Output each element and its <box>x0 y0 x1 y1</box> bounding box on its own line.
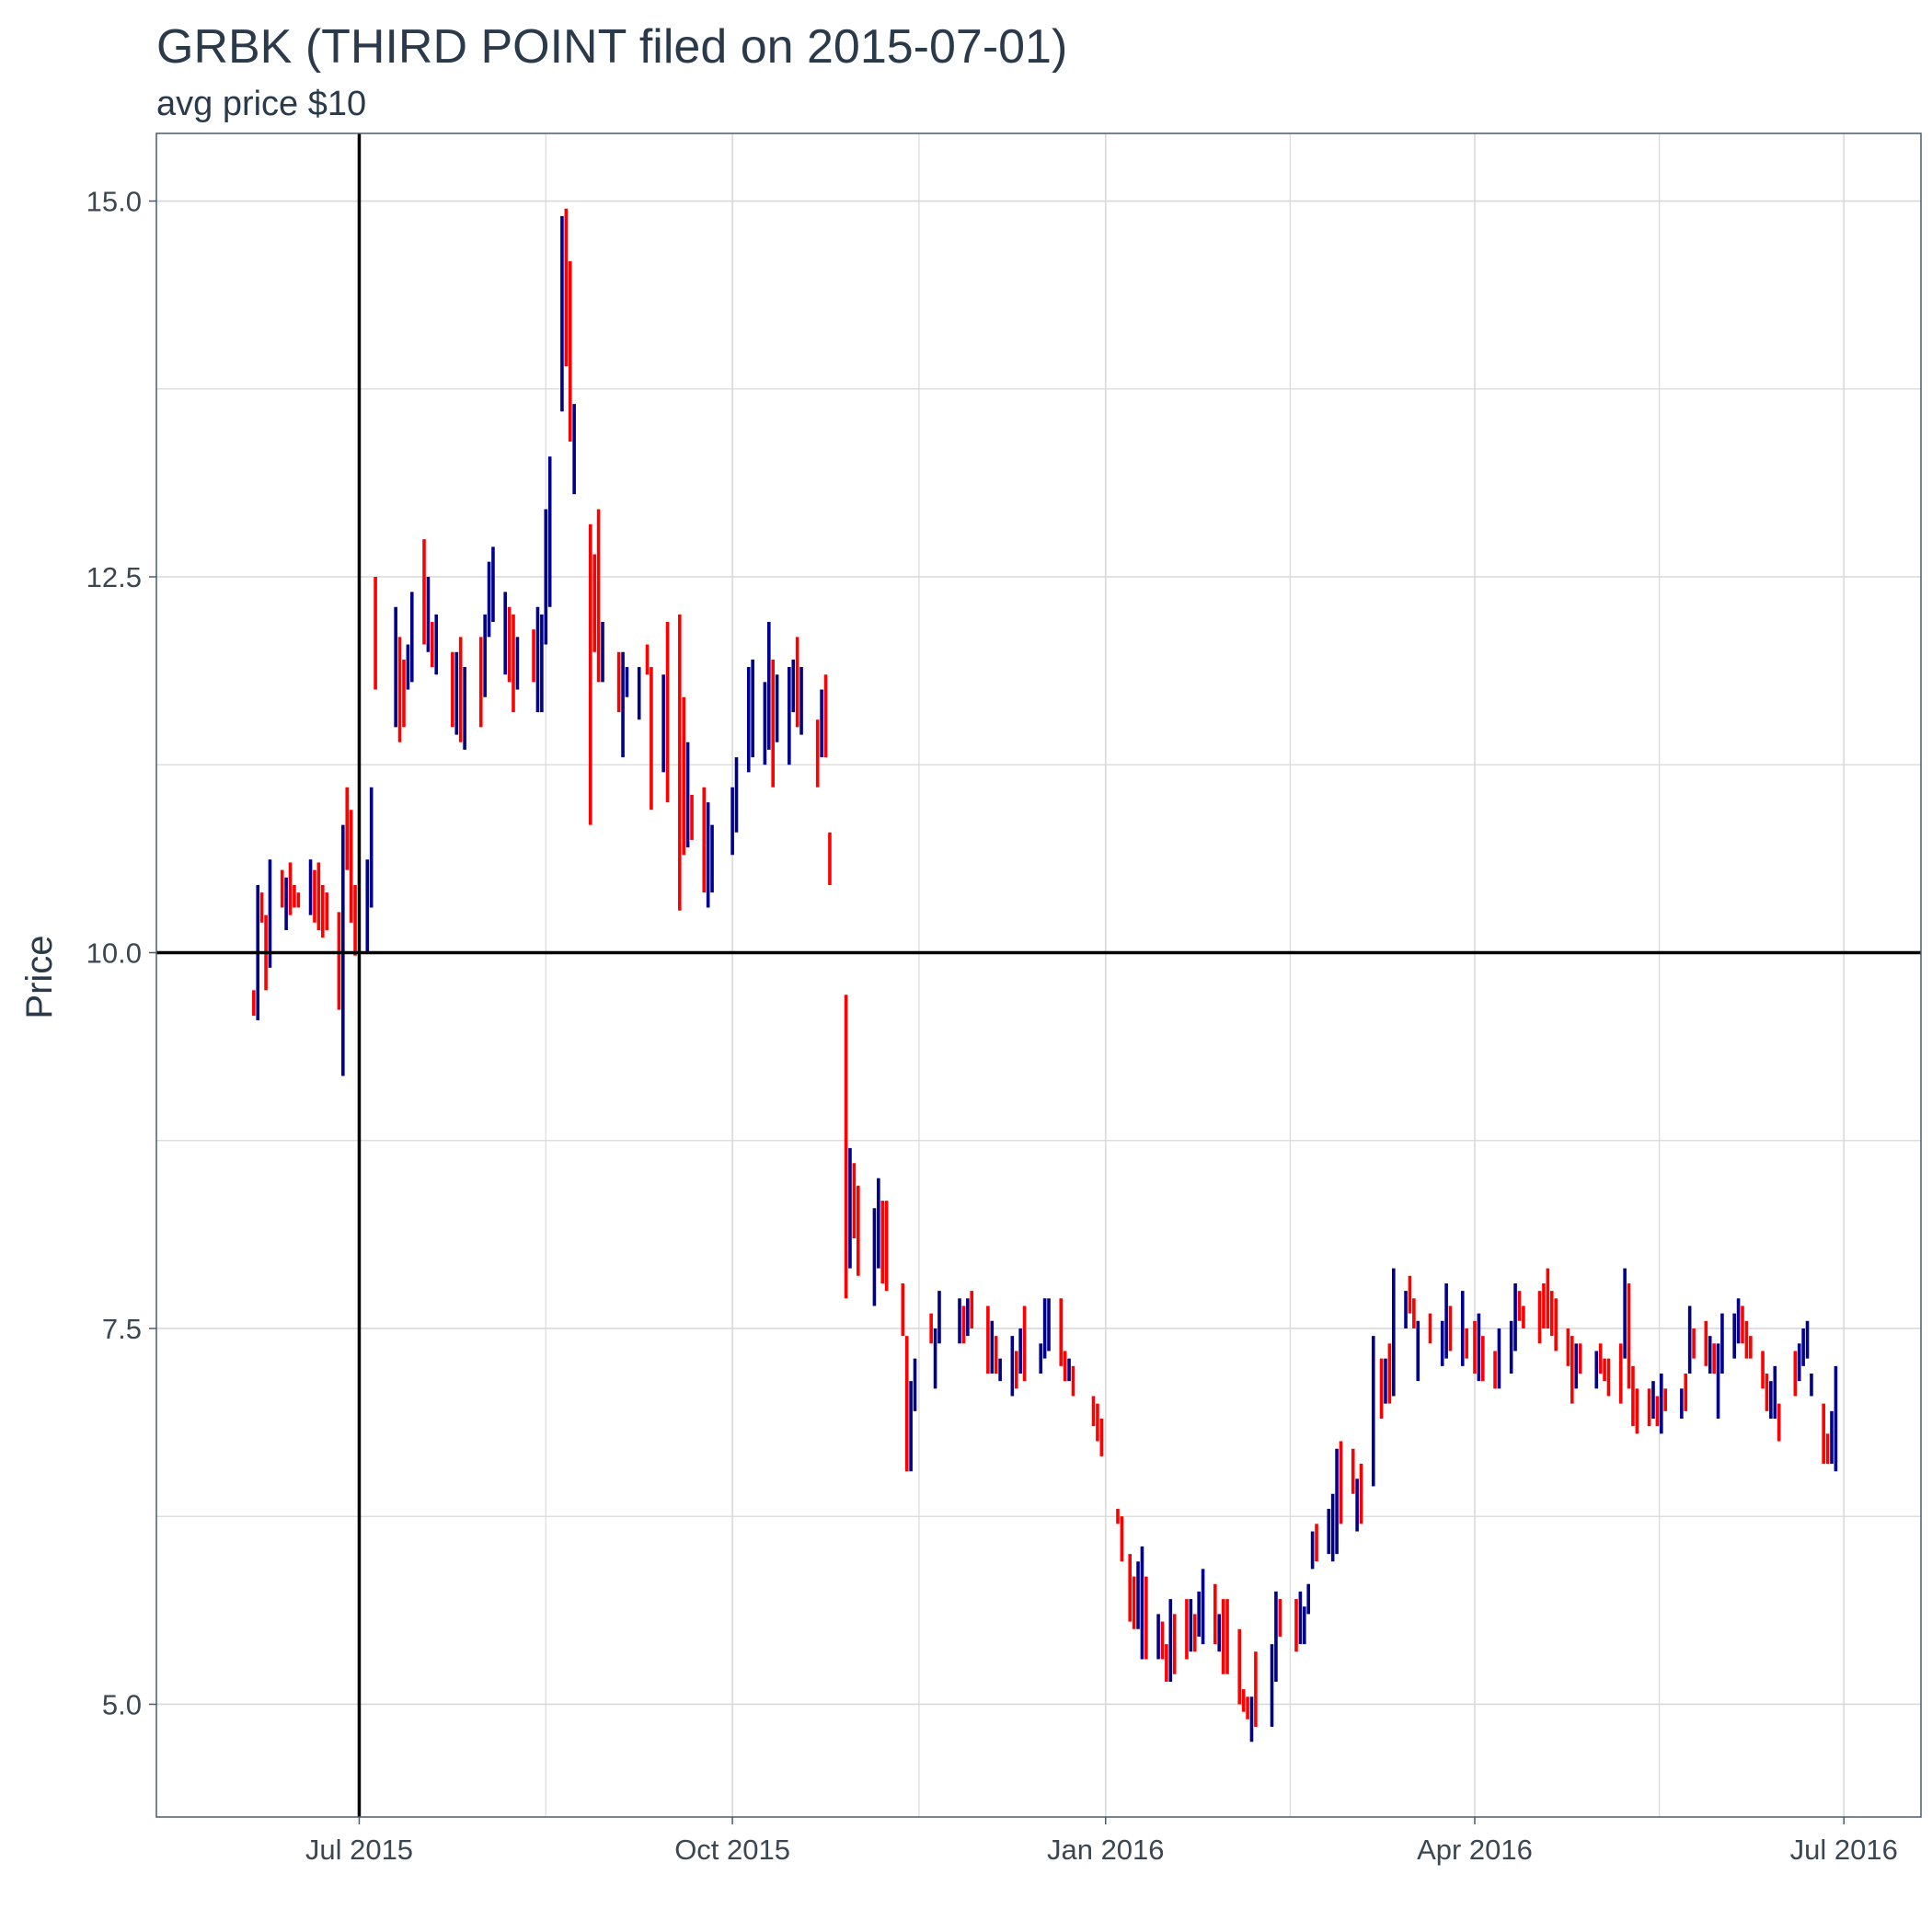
x-tick-label: Jul 2016 <box>1790 1834 1898 1866</box>
y-tick-label: 10.0 <box>86 937 142 969</box>
y-tick-label: 7.5 <box>102 1313 142 1345</box>
reference-lines <box>156 133 1921 1817</box>
x-tick-label: Oct 2015 <box>674 1834 790 1866</box>
y-axis-ticks: 5.0 7.5 10.0 12.5 15.0 <box>86 186 156 1720</box>
x-tick-label: Apr 2016 <box>1417 1834 1533 1866</box>
chart-title: GRBK (THIRD POINT filed on 2015-07-01) <box>156 20 1067 74</box>
x-tick-label: Jul 2015 <box>305 1834 413 1866</box>
x-axis-ticks: Jul 2015 Oct 2015 Jan 2016 Apr 2016 Jul 2016 <box>305 1817 1898 1866</box>
x-tick-label: Jan 2016 <box>1047 1834 1165 1866</box>
price-bars <box>252 208 1838 1742</box>
y-tick-label: 12.5 <box>86 561 142 593</box>
y-tick-label: 5.0 <box>102 1688 142 1720</box>
chart-subtitle: avg price $10 <box>156 85 366 123</box>
y-tick-label: 15.0 <box>86 186 142 218</box>
plot-panel-border <box>155 132 1922 1818</box>
y-axis-title: Price <box>19 935 60 1018</box>
